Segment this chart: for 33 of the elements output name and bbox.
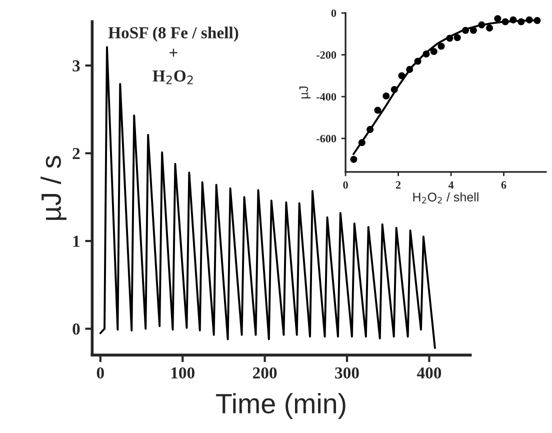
line-series: [99, 46, 436, 350]
x-tick-label: 200: [253, 367, 277, 379]
y-axis-title: µJ: [299, 86, 311, 98]
point: [374, 106, 382, 114]
y-tick-label: 1: [73, 236, 80, 247]
x-axis-title: Time (min): [216, 393, 346, 419]
y-axis-title: µJ / s: [40, 156, 66, 220]
point: [438, 42, 445, 50]
point: [494, 15, 502, 22]
y-tick-label: 0: [72, 323, 80, 335]
x-tick-label: 6: [501, 181, 506, 189]
point: [486, 24, 494, 32]
y-tick-label: -600: [316, 134, 336, 142]
y-tick-label: -200: [316, 51, 336, 59]
x-tick-label: 400: [416, 367, 442, 379]
y-tick-label: 2: [72, 148, 80, 160]
y-tick-label: 3: [72, 60, 80, 72]
x-tick-label: 0: [343, 181, 348, 189]
annotation: H$_{2}$O$_{2}$: [152, 70, 193, 84]
x-tick-label: 4: [448, 181, 454, 189]
x-tick-label: 0: [96, 367, 104, 379]
y-tick-label: -400: [316, 93, 336, 101]
point: [454, 34, 461, 42]
x-axis-title: H$_{2}$O$_{2}$ / shell: [413, 192, 478, 204]
point: [430, 48, 438, 55]
annotation: HoSF (8 Fe / shell): [108, 26, 238, 42]
point: [350, 156, 358, 163]
annotation: +: [170, 48, 178, 57]
x-tick-label: 2: [396, 181, 401, 189]
x-tick-label: 100: [171, 367, 194, 379]
x-tick-label: 300: [335, 367, 359, 379]
point: [382, 92, 390, 100]
y-tick-label: 0: [331, 9, 336, 17]
